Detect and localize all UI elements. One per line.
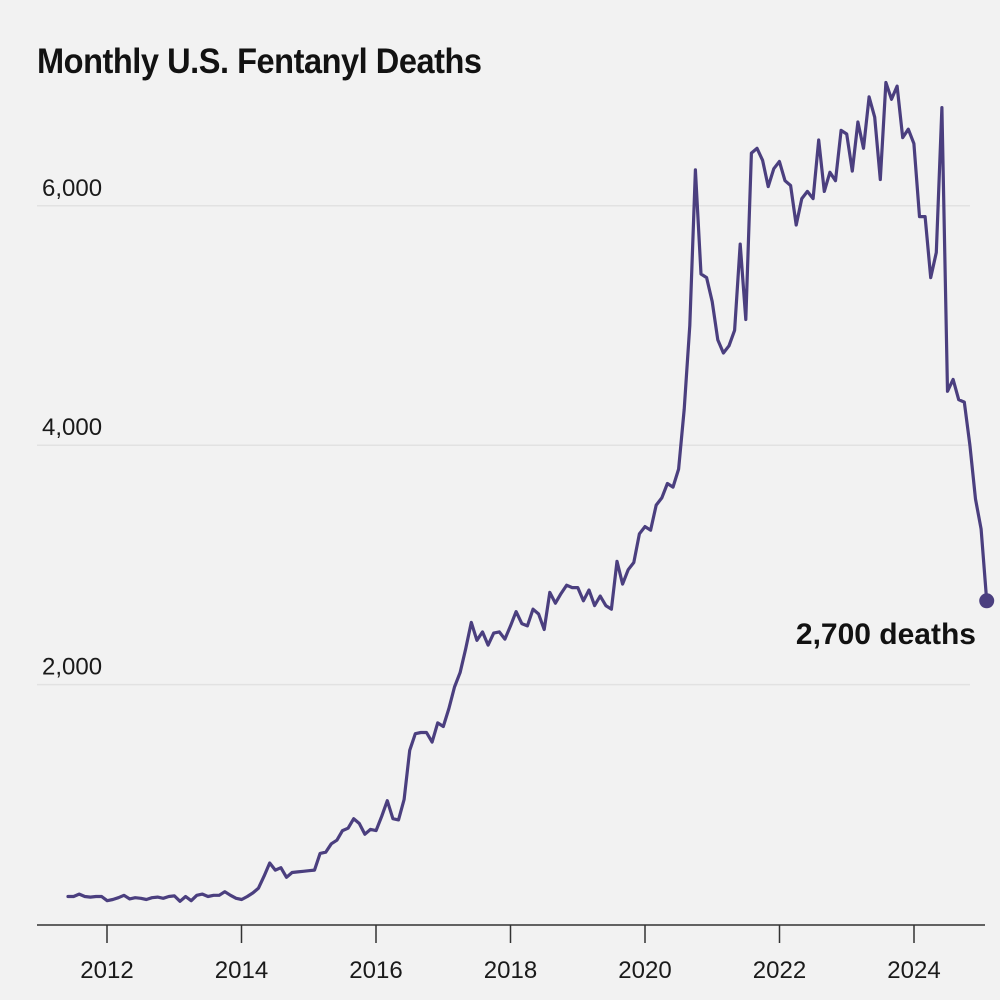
annotation-layer: 2,700 deaths [796,593,995,651]
x-tick-label: 2020 [618,957,671,984]
endpoint-marker [979,593,995,609]
x-tick-label: 2016 [349,957,402,984]
x-tick-label: 2018 [484,957,537,984]
x-axis: 2012 2014 2016 2018 2020 2022 2024 [37,924,985,984]
x-tick-label: 2022 [753,957,806,984]
gridlines [37,205,970,686]
endpoint-annotation: 2,700 deaths [796,618,976,651]
series-layer [66,80,989,903]
x-tick-label: 2014 [215,957,268,984]
y-tick-label: 2,000 [42,654,102,681]
x-tick-label: 2024 [887,957,940,984]
y-axis: 2,000 4,000 6,000 [42,175,102,681]
y-tick-label: 6,000 [42,175,102,202]
x-tick-label: 2012 [80,957,133,984]
series-line [66,80,989,903]
y-tick-label: 4,000 [42,414,102,441]
chart-title: Monthly U.S. Fentanyl Deaths [37,42,482,81]
